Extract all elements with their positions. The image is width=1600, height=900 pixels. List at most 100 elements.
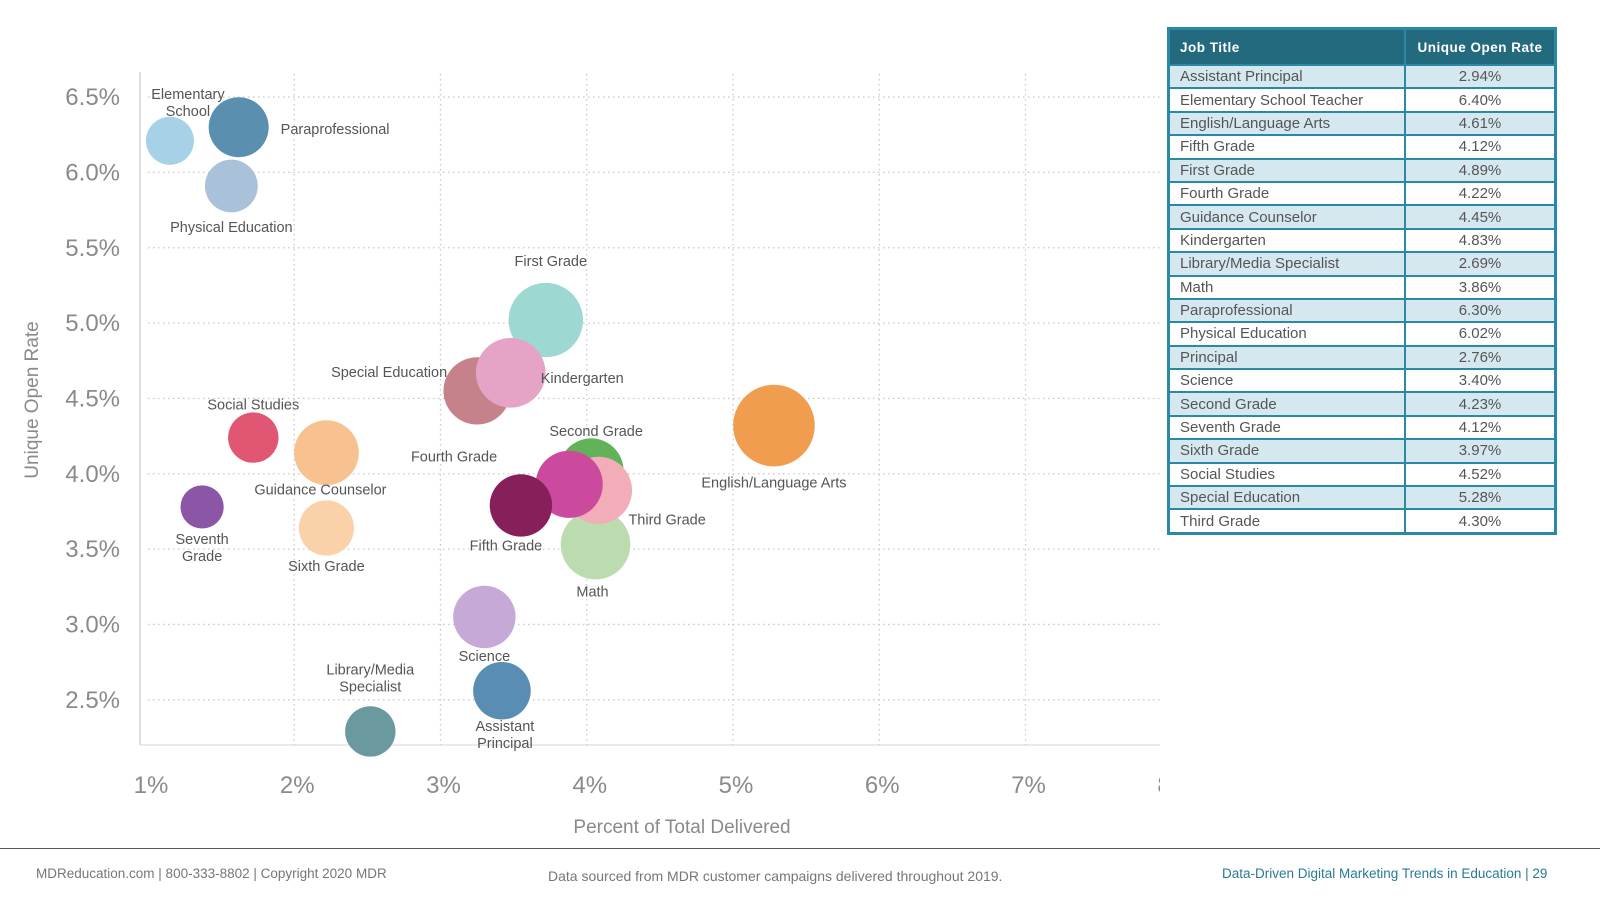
open-rate-cell: 4.12%: [1404, 414, 1557, 441]
bubble-fifth-grade: [489, 474, 553, 537]
footer-contact: MDReducation.com | 800-333-8802 | Copyri…: [36, 866, 387, 881]
y-tick-label: 2.5%: [65, 687, 120, 714]
bubble-label: Sixth Grade: [288, 559, 365, 575]
job-title-cell: Guidance Counselor: [1167, 204, 1406, 230]
bubble-first-grade: [508, 282, 583, 358]
bubble-label: Third Grade: [628, 512, 705, 528]
table-row: English/Language Arts 4.61%: [1167, 110, 1557, 137]
table-row: Kindergarten 4.83%: [1167, 227, 1557, 254]
open-rate-cell: 4.22%: [1404, 180, 1557, 207]
x-tick-label: 4%: [572, 772, 607, 799]
job-title-cell: Fifth Grade: [1167, 134, 1406, 160]
bubble-social-studies: [228, 412, 279, 463]
job-title-cell: Fourth Grade: [1167, 180, 1406, 207]
y-tick-label: 4.0%: [65, 461, 120, 488]
table-row: Science 3.40%: [1167, 368, 1557, 394]
bubble-library-media-specialist: [345, 706, 396, 757]
bubbles: [145, 97, 815, 757]
table-row: Math 3.86%: [1167, 274, 1557, 300]
bubble-label: Library/Media Specialist: [326, 662, 415, 695]
x-tick-label: 8%: [1157, 772, 1160, 799]
open-rate-header: Unique Open Rate: [1404, 27, 1557, 66]
bubble-label: Special Education: [331, 365, 447, 381]
job-title-cell: English/Language Arts: [1167, 110, 1406, 137]
footer-divider: [0, 848, 1600, 849]
job-title-cell: Paraprofessional: [1167, 297, 1406, 324]
open-rate-cell: 6.30%: [1404, 297, 1557, 324]
x-tick-label: 7%: [1011, 772, 1046, 799]
bubble-label: Paraprofessional: [281, 122, 390, 138]
bubble-label: English/Language Arts: [701, 476, 846, 492]
table-row: Special Education 5.28%: [1167, 485, 1557, 511]
bubble-assistant-principal: [473, 661, 531, 720]
bubble-elementary-school: [145, 116, 194, 165]
open-rate-cell: 4.52%: [1404, 461, 1557, 488]
table-row: Fourth Grade 4.22%: [1167, 180, 1557, 207]
open-rate-cell: 4.89%: [1404, 157, 1557, 183]
x-tick-label: 6%: [865, 772, 900, 799]
bubble-label: Fifth Grade: [470, 538, 543, 554]
job-title-cell: Social Studies: [1167, 461, 1406, 488]
open-rate-cell: 5.28%: [1404, 485, 1557, 511]
table-row: Physical Education 6.02%: [1167, 321, 1557, 347]
open-rate-cell: 4.61%: [1404, 110, 1557, 137]
job-title-cell: Physical Education: [1167, 321, 1406, 347]
job-title-cell: Library/Media Specialist: [1167, 251, 1406, 277]
x-axis-title: Percent of Total Delivered: [573, 817, 790, 838]
y-tick-label: 4.5%: [65, 385, 120, 412]
job-title-cell: Principal: [1167, 344, 1406, 371]
x-tick-label: 2%: [280, 772, 315, 799]
y-tick-label: 6.5%: [65, 84, 120, 111]
job-title-cell: Science: [1167, 368, 1406, 394]
y-tick-label: 5.5%: [65, 235, 120, 262]
table-row: Principal 2.76%: [1167, 344, 1557, 371]
job-title-header: Job Title: [1167, 27, 1406, 66]
x-tick-label: 3%: [426, 772, 461, 799]
open-rate-cell: 4.30%: [1404, 508, 1557, 535]
open-rate-cell: 2.94%: [1404, 63, 1557, 90]
open-rate-cell: 4.45%: [1404, 204, 1557, 230]
table-row: Elementary School Teacher 6.40%: [1167, 87, 1557, 113]
table-header-row: Job Title Unique Open Rate: [1167, 27, 1557, 66]
bubble-english-language-arts: [733, 384, 815, 467]
job-title-cell: First Grade: [1167, 157, 1406, 183]
open-rate-cell: 3.97%: [1404, 438, 1557, 464]
bubble-label: Guidance Counselor: [254, 483, 386, 499]
table-row: Social Studies 4.52%: [1167, 461, 1557, 488]
job-title-cell: Third Grade: [1167, 508, 1406, 535]
open-rate-cell: 3.40%: [1404, 368, 1557, 394]
footer-source-note: Data sourced from MDR customer campaigns…: [548, 868, 1003, 884]
axes: 6.5% 6.0% 5.5% 5.0% 4.5% 4.0% 3.5% 3.0% 2.5% 1% 2%…: [65, 72, 1160, 799]
table-row: Sixth Grade 3.97%: [1167, 438, 1557, 464]
open-rate-cell: 4.83%: [1404, 227, 1557, 254]
open-rate-cell: 3.86%: [1404, 274, 1557, 300]
job-title-cell: Special Education: [1167, 485, 1406, 511]
job-title-cell: Second Grade: [1167, 391, 1406, 417]
table-row: Paraprofessional 6.30%: [1167, 297, 1557, 324]
x-tick-label: 1%: [134, 772, 169, 799]
open-rate-cell: 6.40%: [1404, 87, 1557, 113]
bubble-science: [453, 585, 516, 649]
bubble-label: Physical Education: [170, 220, 293, 236]
bubble-physical-education: [204, 159, 258, 213]
table-row: Second Grade 4.23%: [1167, 391, 1557, 417]
job-title-cell: Elementary School Teacher: [1167, 87, 1406, 113]
bubble-label: Kindergarten: [541, 371, 624, 387]
bubble-label: Social Studies: [207, 398, 299, 414]
job-title-cell: Sixth Grade: [1167, 438, 1406, 464]
bubble-label: Math: [576, 585, 608, 601]
bubble-label: First Grade: [515, 254, 588, 270]
bubble-label: Second Grade: [549, 424, 643, 440]
table-row: First Grade 4.89%: [1167, 157, 1557, 183]
y-tick-label: 3.0%: [65, 611, 120, 638]
job-title-cell: Seventh Grade: [1167, 414, 1406, 441]
open-rate-table: Job Title Unique Open Rate Assistant Pri…: [1167, 27, 1557, 535]
x-tick-label: 5%: [719, 772, 754, 799]
bubble-labels: Elementary School Paraprofessional Physical…: [151, 87, 846, 752]
open-rate-cell: 6.02%: [1404, 321, 1557, 347]
bubble-kindergarten: [475, 338, 546, 408]
bubble-seventh-grade: [180, 485, 224, 529]
table-row: Fifth Grade 4.12%: [1167, 134, 1557, 160]
bubble-chart: 6.5% 6.0% 5.5% 5.0% 4.5% 4.0% 3.5% 3.0% 2.5% 1% 2%…: [22, 72, 1160, 838]
table-row: Guidance Counselor 4.45%: [1167, 204, 1557, 230]
